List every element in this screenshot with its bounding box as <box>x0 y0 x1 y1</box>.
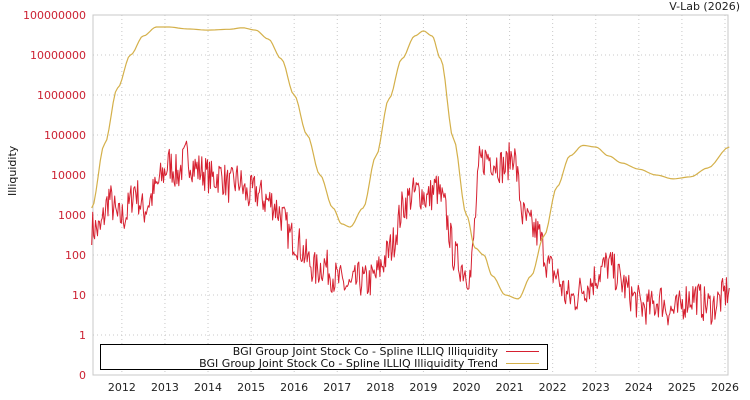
x-tick-label: 2020 <box>453 381 481 394</box>
legend-swatch-icon <box>506 363 539 364</box>
y-tick-label: 0 <box>79 369 86 382</box>
x-tick-label: 2015 <box>237 381 265 394</box>
y-tick-label: 1 <box>79 329 86 342</box>
x-tick-label: 2022 <box>539 381 567 394</box>
y-tick-label: 1000000 <box>37 89 86 102</box>
x-tick-label: 2018 <box>366 381 394 394</box>
x-tick-label: 2021 <box>496 381 524 394</box>
legend-label: BGI Group Joint Stock Co - Spline ILLIQ … <box>199 357 498 370</box>
legend-label: BGI Group Joint Stock Co - Spline ILLIQ … <box>232 345 498 358</box>
x-tick-label: 2017 <box>323 381 351 394</box>
illiquidity-line <box>91 140 730 326</box>
x-tick-label: 2023 <box>582 381 610 394</box>
x-tick-label: 2012 <box>108 381 136 394</box>
x-tick-label: 2026 <box>711 381 739 394</box>
x-tick-label: 2024 <box>625 381 653 394</box>
grid-lines <box>93 15 728 375</box>
y-tick-label: 100 <box>65 249 86 262</box>
y-tick-label: 10000 <box>51 169 86 182</box>
y-tick-label: 100000000 <box>23 9 86 22</box>
plot-area-border <box>92 14 729 376</box>
legend-swatch-icon <box>506 351 539 352</box>
y-tick-label: 10 <box>72 289 86 302</box>
y-axis-ticks: 0 1 10 100 1000 10000 100000 1000000 10000000 100… <box>23 9 86 382</box>
legend-item-illiquidity: BGI Group Joint Stock Co - Spline ILLIQ … <box>233 345 539 358</box>
x-tick-label: 2014 <box>194 381 222 394</box>
y-tick-label: 100000 <box>44 129 86 142</box>
legend-item-trend: BGI Group Joint Stock Co - Spline ILLIQ … <box>199 357 539 370</box>
illiquidity-trend-line <box>91 26 730 300</box>
chart-legend: BGI Group Joint Stock Co - Spline ILLIQ … <box>100 344 548 370</box>
x-tick-label: 2016 <box>280 381 308 394</box>
x-tick-label: 2013 <box>151 381 179 394</box>
y-axis-label: Illiquidity <box>6 145 19 196</box>
y-tick-label: 1000 <box>58 209 86 222</box>
chart-credit: V-Lab (2026) <box>669 0 740 13</box>
x-tick-label: 2025 <box>668 381 696 394</box>
y-tick-label: 10000000 <box>30 49 86 62</box>
x-tick-label: 2019 <box>409 381 437 394</box>
x-axis-ticks: 2012 2013 2014 2015 2016 2017 2018 2019 2020 2021… <box>108 381 739 394</box>
